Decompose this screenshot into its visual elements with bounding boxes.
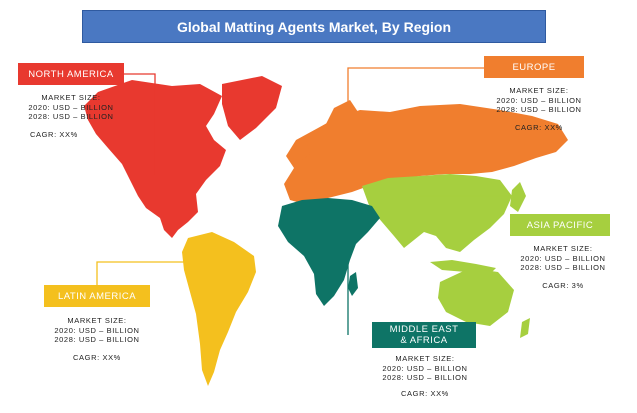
region-scandinavia [322, 100, 358, 140]
north-america-info: MARKET SIZE: 2020: USD – BILLION 2028: U… [18, 93, 124, 139]
region-uk [298, 140, 310, 160]
latin-america-market-size-label: MARKET SIZE: [67, 316, 127, 325]
asia-pacific-cagr: CAGR: 3% [542, 280, 584, 290]
asia-pacific-info: MARKET SIZE: 2020: USD – BILLION 2028: U… [508, 244, 618, 290]
map-title: Global Matting Agents Market, By Region [176, 18, 452, 35]
europe-cagr: CAGR: XX% [515, 122, 563, 132]
map-title-bar: Global Matting Agents Market, By Region [82, 10, 546, 43]
north-america-name: NORTH AMERICA [28, 68, 114, 80]
region-new-zealand [520, 318, 530, 338]
region-japan [510, 182, 526, 212]
latin-america-connector [96, 261, 210, 285]
region-australia [438, 268, 514, 326]
middle-east-africa-cagr: CAGR: XX% [401, 388, 449, 398]
europe-2020: 2020: USD – BILLION [496, 95, 582, 105]
region-middle-east-africa [278, 198, 380, 306]
asia-pacific-2028: 2028: USD – BILLION [520, 263, 606, 272]
latin-america-name: LATIN AMERICA [57, 290, 137, 302]
middle-east-africa-info: MARKET SIZE: 2020: USD – BILLION 2028: U… [370, 354, 480, 398]
north-america-label: NORTH AMERICA [18, 63, 124, 85]
region-asia-pacific [362, 174, 512, 252]
north-america-cagr: CAGR: XX% [30, 129, 78, 139]
europe-info: MARKET SIZE: 2020: USD – BILLION 2028: U… [484, 86, 594, 132]
middle-east-africa-name-line1: MIDDLE EAST [389, 324, 459, 335]
europe-name: EUROPE [512, 61, 556, 73]
asia-pacific-label: ASIA PACIFIC [510, 214, 610, 236]
asia-pacific-name: ASIA PACIFIC [526, 219, 594, 231]
north-america-2020: 2020: USD – BILLION [28, 102, 114, 112]
region-latin-america [182, 232, 256, 386]
middle-east-africa-market-size-label: MARKET SIZE: [395, 354, 455, 363]
asia-pacific-2020: 2020: USD – BILLION [520, 253, 606, 263]
middle-east-africa-2028: 2028: USD – BILLION [382, 373, 468, 382]
north-america-market-size-label: MARKET SIZE: [41, 93, 101, 102]
latin-america-info: MARKET SIZE: 2020: USD – BILLION 2028: U… [44, 316, 150, 362]
region-madagascar [348, 272, 358, 296]
region-europe [284, 104, 568, 204]
middle-east-africa-2020: 2020: USD – BILLION [382, 363, 468, 373]
north-america-connector [124, 73, 156, 175]
europe-connector [347, 67, 488, 160]
region-greenland [222, 76, 282, 140]
europe-2028: 2028: USD – BILLION [496, 105, 582, 114]
latin-america-cagr: CAGR: XX% [73, 352, 121, 362]
latin-america-label: LATIN AMERICA [44, 285, 150, 307]
latin-america-2028: 2028: USD – BILLION [54, 335, 140, 344]
asia-pacific-market-size-label: MARKET SIZE: [533, 244, 593, 253]
middle-east-africa-label: MIDDLE EAST & AFRICA [372, 322, 476, 348]
latin-america-2020: 2020: USD – BILLION [54, 325, 140, 335]
europe-label: EUROPE [484, 56, 584, 78]
north-america-2028: 2028: USD – BILLION [28, 112, 114, 121]
europe-market-size-label: MARKET SIZE: [509, 86, 569, 95]
middle-east-africa-name-line2: & AFRICA [400, 335, 448, 346]
